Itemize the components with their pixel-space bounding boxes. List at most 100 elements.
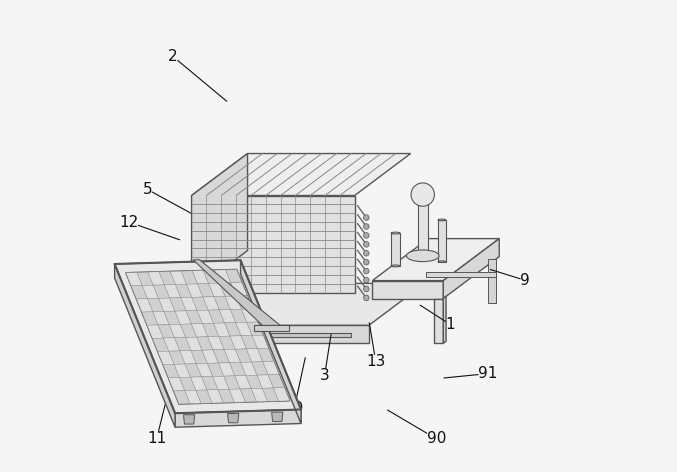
Ellipse shape [391,232,400,234]
Polygon shape [175,337,191,351]
Polygon shape [141,312,158,325]
Polygon shape [137,299,153,312]
Polygon shape [236,295,253,309]
Polygon shape [181,297,197,311]
Text: 2: 2 [168,49,227,101]
Polygon shape [170,271,187,285]
Polygon shape [192,297,209,311]
Polygon shape [209,333,351,337]
Polygon shape [196,390,212,404]
Polygon shape [219,336,236,350]
Polygon shape [192,153,411,195]
Polygon shape [219,310,236,323]
Ellipse shape [418,201,428,203]
Polygon shape [192,153,248,293]
Ellipse shape [418,258,428,260]
Polygon shape [169,351,185,364]
Circle shape [364,269,369,274]
Polygon shape [203,270,220,284]
Polygon shape [213,376,229,389]
Text: 10: 10 [284,358,305,416]
Polygon shape [170,298,186,311]
Polygon shape [274,388,290,401]
Polygon shape [164,311,180,325]
Text: 90: 90 [387,410,446,447]
Polygon shape [240,362,257,376]
Text: 4: 4 [222,380,248,425]
Polygon shape [185,364,202,377]
Polygon shape [114,264,175,427]
Ellipse shape [438,219,445,221]
Polygon shape [240,260,301,423]
Polygon shape [192,324,208,337]
Ellipse shape [391,265,400,267]
Ellipse shape [406,250,439,261]
Text: 5: 5 [142,182,196,216]
Polygon shape [194,308,197,314]
Polygon shape [213,323,230,337]
Polygon shape [152,338,169,352]
Polygon shape [236,349,252,362]
Polygon shape [202,350,219,363]
Polygon shape [191,350,207,364]
Polygon shape [207,363,224,377]
Polygon shape [192,251,248,325]
Polygon shape [225,323,241,336]
Polygon shape [192,283,248,343]
Polygon shape [372,239,499,280]
Polygon shape [175,311,192,324]
Polygon shape [271,412,283,421]
Circle shape [364,286,369,292]
Polygon shape [187,284,203,297]
Polygon shape [197,310,213,324]
Polygon shape [158,298,175,312]
Polygon shape [220,283,236,296]
Polygon shape [159,271,175,285]
Polygon shape [183,415,195,424]
Polygon shape [114,260,301,413]
Polygon shape [192,283,424,325]
Polygon shape [163,338,180,351]
Circle shape [364,277,369,283]
Polygon shape [418,202,428,259]
Polygon shape [443,296,446,343]
Polygon shape [247,322,263,336]
Polygon shape [251,388,267,402]
Polygon shape [158,351,174,365]
Circle shape [411,183,435,206]
Polygon shape [230,336,246,349]
Polygon shape [435,298,443,343]
Polygon shape [203,297,219,310]
Polygon shape [169,324,185,338]
Polygon shape [257,348,274,362]
Polygon shape [246,349,263,362]
Text: 3: 3 [320,334,331,383]
Circle shape [364,295,369,301]
Polygon shape [147,325,163,338]
Polygon shape [202,377,218,390]
Polygon shape [148,298,164,312]
Polygon shape [163,364,179,378]
Polygon shape [198,284,214,297]
Polygon shape [142,285,158,299]
Polygon shape [209,283,225,297]
Polygon shape [263,362,279,375]
Polygon shape [174,391,190,404]
Polygon shape [185,337,202,351]
Polygon shape [148,272,165,285]
Polygon shape [190,377,207,390]
Polygon shape [194,297,197,303]
Polygon shape [186,311,202,324]
Polygon shape [192,251,262,293]
Polygon shape [236,322,252,336]
Polygon shape [229,389,246,403]
Polygon shape [137,272,153,286]
Polygon shape [153,312,169,325]
Circle shape [364,215,369,220]
Polygon shape [240,388,257,402]
Polygon shape [214,296,230,310]
Polygon shape [213,350,230,363]
Polygon shape [268,374,284,388]
Polygon shape [197,337,213,350]
Polygon shape [208,337,224,350]
